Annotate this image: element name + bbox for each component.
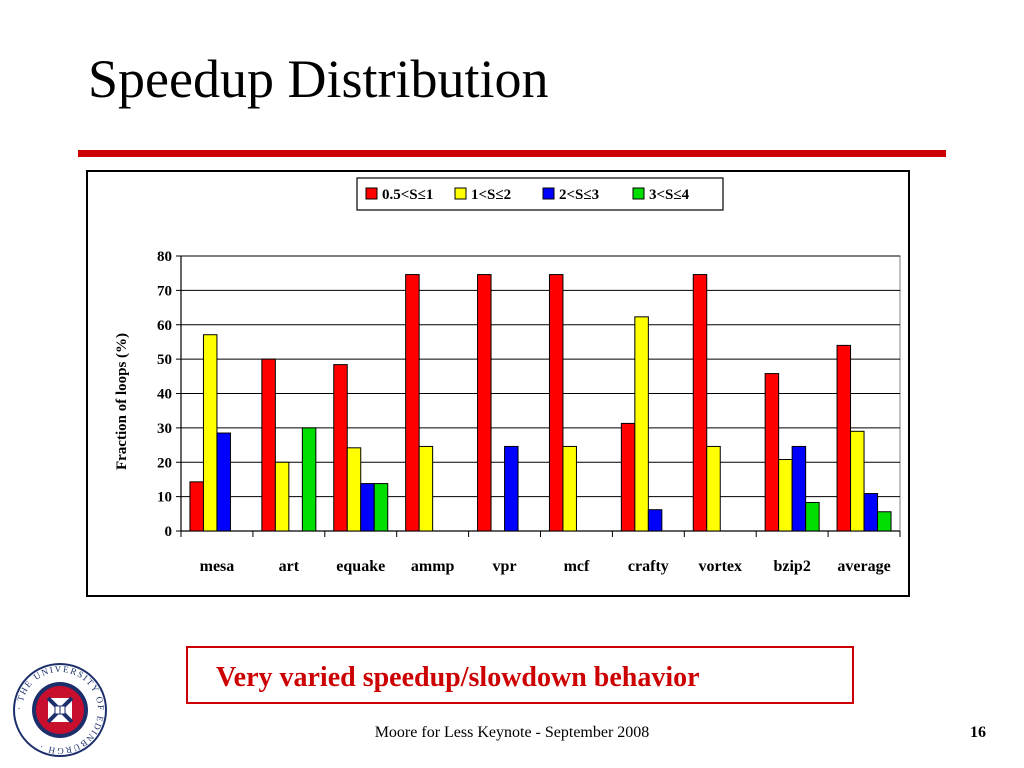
bar-bzip2-series-3	[791, 445, 807, 532]
y-axis-title: Fraction of loops (%)	[114, 333, 130, 470]
bar-mesa-series-2	[202, 334, 218, 532]
university-seal-logo: · THE UNIVERSITY OF EDINBURGH ·	[13, 663, 107, 757]
legend-label-1: 0.5<S≤1	[382, 187, 433, 203]
y-tick-label: 60	[157, 318, 172, 334]
bar-vpr-series-3	[504, 445, 519, 532]
y-tick-label: 80	[157, 249, 172, 265]
bar-art-series-1	[261, 358, 276, 532]
bar-bzip2-series-1	[764, 373, 780, 532]
x-tick-label-art: art	[279, 558, 300, 575]
legend-box	[356, 177, 724, 211]
bar-equake-series-4	[373, 483, 389, 532]
callout-box: Very varied speedup/slowdown behavior	[186, 646, 854, 704]
footer-text: Moore for Less Keynote - September 2008	[374, 724, 650, 741]
legend-swatch-3	[542, 187, 555, 200]
bar-vpr-series-1	[477, 274, 492, 532]
x-tick-label-average: average	[837, 558, 890, 575]
bar-equake-series-3	[360, 483, 375, 532]
bar-average-series-1	[836, 344, 852, 532]
bar-equake-series-2	[346, 447, 362, 532]
bar-bzip2-series-4	[805, 501, 820, 532]
bar-crafty-series-3	[647, 509, 663, 532]
title-rule	[78, 150, 946, 157]
bar-average-series-4	[877, 511, 892, 532]
bar-art-series-4	[301, 427, 317, 532]
y-tick-label: 50	[157, 352, 172, 368]
x-tick-label-crafty: crafty	[628, 558, 669, 575]
y-tick-label: 10	[157, 490, 172, 506]
slide-title: Speedup Distribution	[88, 49, 549, 109]
x-tick-label-equake: equake	[336, 558, 385, 575]
legend-swatch-4	[632, 187, 645, 200]
bar-mcf-series-1	[548, 274, 564, 532]
bar-mcf-series-2	[562, 445, 577, 532]
x-tick-label-mcf: mcf	[564, 558, 590, 575]
chart-frame: 0 10 20 30 40 50 60 70 80 Fraction of loops (%) me…	[86, 170, 910, 597]
bar-ammp-series-1	[405, 274, 420, 532]
legend-swatch-1	[365, 187, 378, 200]
page-number: 16	[970, 724, 986, 741]
y-tick-label: 70	[157, 283, 172, 299]
bar-crafty-series-1	[620, 422, 636, 532]
x-tick-label-mesa: mesa	[200, 558, 235, 575]
speedup-bar-chart: 0 10 20 30 40 50 60 70 80 Fraction of loops (%) me…	[114, 177, 901, 575]
bar-average-series-3	[863, 493, 879, 532]
bar-average-series-2	[850, 430, 865, 532]
y-tick-label: 30	[157, 421, 172, 437]
y-tick-label: 40	[157, 387, 172, 403]
bar-art-series-2	[274, 461, 290, 532]
bar-equake-series-1	[333, 364, 348, 532]
bar-ammp-series-2	[418, 445, 434, 532]
bar-vortex-series-2	[706, 445, 721, 532]
bar-mesa-series-3	[216, 432, 231, 532]
y-tick-label: 0	[165, 524, 173, 540]
legend-label-2: 1<S≤2	[471, 187, 511, 203]
bar-bzip2-series-2	[778, 459, 793, 532]
y-tick-label: 20	[157, 455, 172, 471]
legend-label-4: 3<S≤4	[649, 187, 690, 203]
bar-vortex-series-1	[692, 274, 708, 532]
x-tick-label-bzip2: bzip2	[773, 558, 810, 575]
callout-text: Very varied speedup/slowdown behavior	[216, 662, 700, 693]
bar-crafty-series-2	[634, 316, 649, 532]
legend-label-3: 2<S≤3	[559, 187, 599, 203]
x-tick-label-vortex: vortex	[698, 558, 742, 575]
bar-mesa-series-1	[189, 481, 204, 532]
legend-swatch-2	[454, 187, 467, 200]
x-tick-label-ammp: ammp	[411, 558, 455, 575]
x-tick-label-vpr: vpr	[493, 558, 517, 575]
